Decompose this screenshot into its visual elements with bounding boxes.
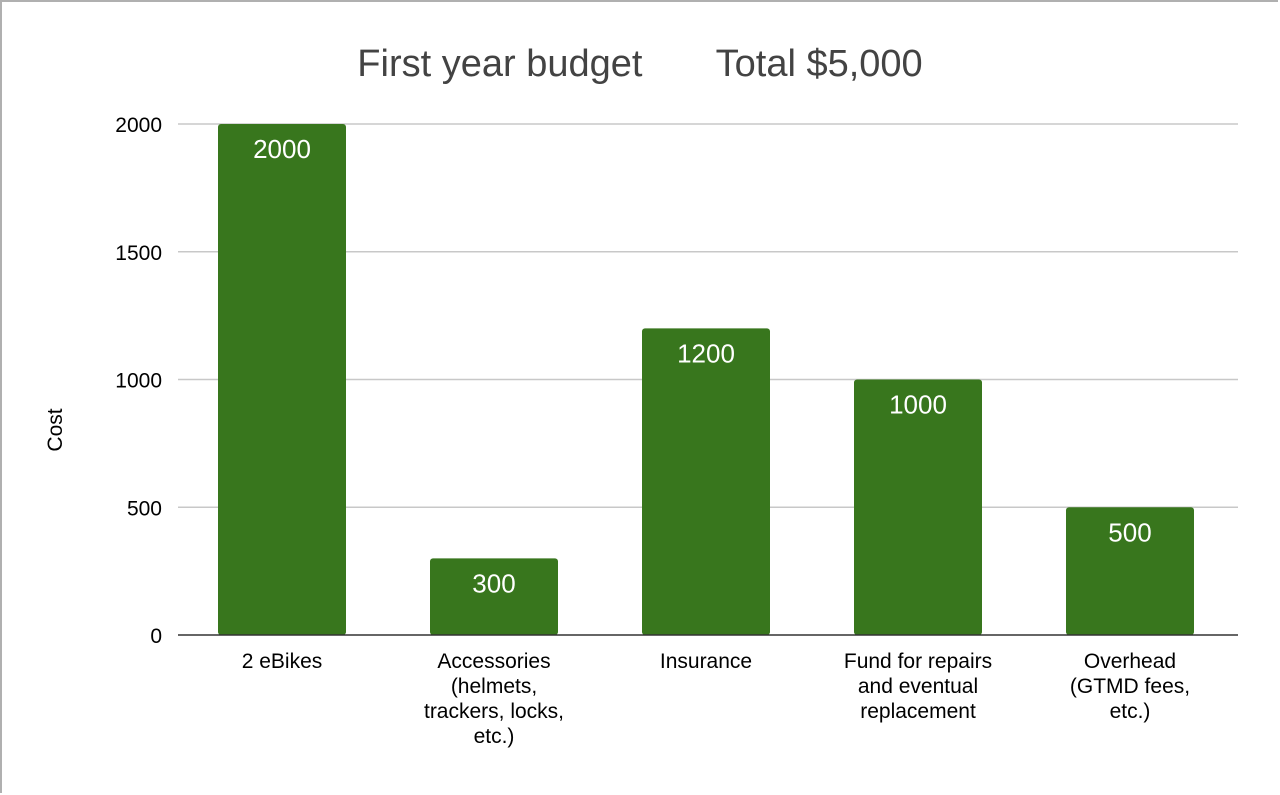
x-tick-label: Overhead [1084,650,1176,673]
data-label: 1000 [889,390,947,420]
data-label: 1200 [677,338,735,368]
data-label: 300 [472,568,515,598]
x-tick-label: etc.) [474,725,515,748]
data-label: 2000 [253,134,311,164]
y-tick-label: 1500 [115,242,162,265]
x-tick-label: (helmets, [451,675,537,698]
bar [218,124,346,635]
bar [1066,507,1194,635]
y-tick-label: 500 [127,497,162,520]
y-axis-label: Cost [44,408,67,451]
bar [854,379,982,635]
chart-title: First year budget Total $5,000 [357,43,922,85]
data-label: 500 [1108,517,1151,547]
x-tick-label: trackers, locks, [424,700,564,723]
x-tick-label: and eventual [858,675,978,698]
x-tick-label: Accessories [437,650,550,673]
bar [642,328,770,635]
x-tick-label: etc.) [1110,700,1151,723]
bar [430,558,558,635]
x-tick-label: replacement [860,700,976,723]
y-tick-label: 0 [150,625,162,648]
x-tick-label: Fund for repairs [844,650,992,673]
y-tick-label: 2000 [115,114,162,137]
x-tick-label: 2 eBikes [242,650,323,673]
x-tick-label: Insurance [660,650,752,673]
x-tick-label: (GTMD fees, [1070,675,1190,698]
y-tick-label: 1000 [115,370,162,393]
